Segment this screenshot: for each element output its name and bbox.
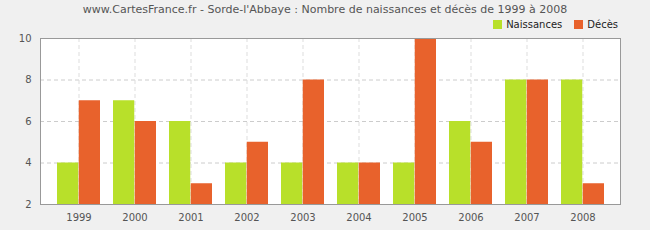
html-text:www.CartesFrance.fr - Sorde-l': www.CartesFrance.fr - Sorde-l'Abbaye : N… <box>82 3 568 16</box>
svg-text:6: 6 <box>25 116 31 127</box>
svg-text:10: 10 <box>19 33 32 44</box>
html-text:Naissances: Naissances <box>506 19 563 30</box>
svg-text:2002: 2002 <box>234 212 259 223</box>
svg-text:2005: 2005 <box>402 212 427 223</box>
svg-text:4: 4 <box>25 157 31 168</box>
svg-text:2004: 2004 <box>346 212 371 223</box>
html-text:Décès: Décès <box>587 19 618 30</box>
svg-text:8: 8 <box>25 74 31 85</box>
svg-text:2001: 2001 <box>178 212 203 223</box>
svg-text:2003: 2003 <box>290 212 315 223</box>
svg-text:2000: 2000 <box>122 212 147 223</box>
svg-text:2006: 2006 <box>458 212 483 223</box>
svg-text:2008: 2008 <box>570 212 595 223</box>
svg-text:2: 2 <box>25 199 31 210</box>
svg-text:1999: 1999 <box>66 212 91 223</box>
svg-text:2007: 2007 <box>514 212 539 223</box>
